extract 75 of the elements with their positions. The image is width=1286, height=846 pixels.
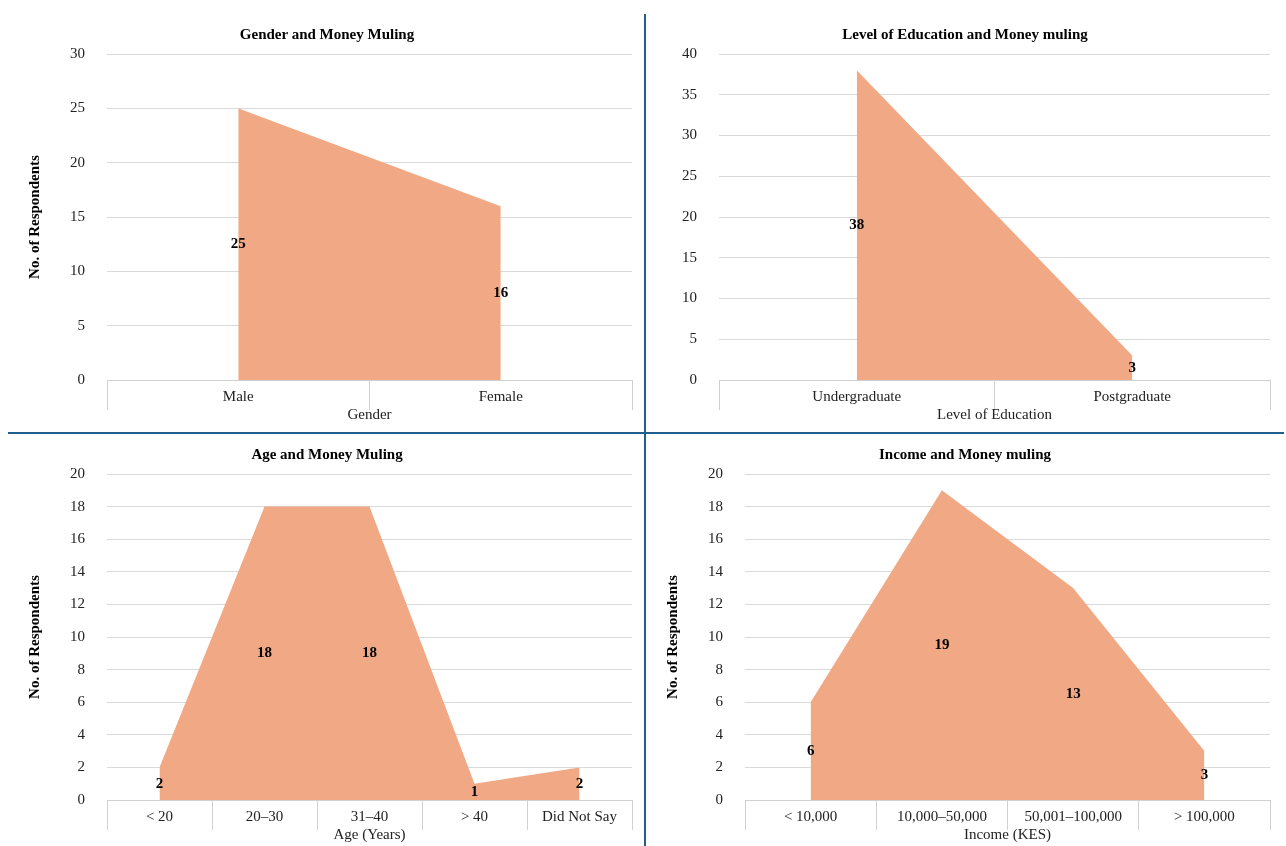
y-axis-title: No. of Respondents [25, 154, 42, 279]
y-tick-label: 4 [715, 725, 724, 742]
y-tick-label: 14 [708, 562, 724, 579]
y-tick-label: 14 [70, 562, 86, 579]
y-tick-label: 18 [708, 497, 723, 514]
y-tick-label: 12 [70, 595, 85, 612]
y-tick-label: 2 [77, 758, 85, 775]
y-tick-label: 20 [70, 464, 85, 481]
x-axis-title: Age (Years) [333, 825, 406, 843]
y-tick-label: 5 [77, 316, 85, 333]
x-tick-label: Undergraduate [812, 387, 902, 404]
text: 3 [1128, 358, 1136, 375]
x-tick-label: 50,001–100,000 [1024, 807, 1122, 824]
x-axis-title: Income (KES) [963, 825, 1052, 843]
text: 38 [849, 216, 865, 233]
chart-title: Gender and Money Muling [239, 25, 415, 42]
x-axis-title: Gender [347, 405, 392, 422]
y-tick-label: 0 [689, 370, 697, 387]
chart-title: Income and Money muling [878, 445, 1052, 462]
y-tick-label: 15 [70, 207, 85, 224]
x-tick-label: 31–40 [350, 807, 389, 824]
y-tick-label: 40 [682, 44, 697, 61]
y-tick-label: 15 [682, 248, 697, 265]
chart-title: Level of Education and Money muling [842, 25, 1089, 42]
x-axis-title: Level of Education [937, 405, 1053, 422]
x-tick-label: < 20 [145, 807, 174, 824]
x-tick-label: > 40 [460, 807, 489, 824]
y-tick-label: 10 [70, 262, 85, 279]
y-tick-label: 16 [70, 530, 86, 547]
y-tick-label: 0 [77, 790, 85, 807]
y-tick-label: 10 [682, 289, 697, 306]
text: 18 [257, 644, 272, 661]
x-tick-label: Male [222, 387, 254, 404]
text: 3 [1200, 766, 1209, 783]
y-tick-label: 20 [708, 464, 723, 481]
text: 19 [934, 636, 950, 653]
y-axis-title: No. of Respondents [25, 574, 42, 699]
text: 1 [470, 782, 479, 799]
y-tick-label: 20 [70, 153, 85, 170]
text: 18 [362, 644, 377, 661]
text: 25 [230, 235, 246, 252]
y-tick-label: 16 [708, 530, 724, 547]
y-tick-label: 2 [715, 758, 723, 775]
text: 2 [575, 774, 584, 791]
x-tick-label: > 100,000 [1173, 807, 1235, 824]
x-tick-label: Did Not Say [542, 807, 618, 824]
y-tick-label: 20 [682, 207, 697, 224]
y-tick-label: 0 [715, 790, 723, 807]
y-tick-label: 5 [689, 330, 697, 347]
text: 13 [1065, 684, 1081, 701]
y-tick-label: 10 [708, 627, 723, 644]
y-tick-label: 30 [70, 44, 85, 61]
x-tick-label: 20–30 [245, 807, 284, 824]
y-tick-label: 10 [70, 627, 85, 644]
text: 2 [155, 774, 164, 791]
y-tick-label: 30 [682, 126, 697, 143]
y-tick-label: 25 [682, 167, 697, 184]
x-tick-label: < 10,000 [783, 807, 838, 824]
y-tick-label: 12 [708, 595, 723, 612]
y-tick-label: 4 [77, 725, 86, 742]
y-tick-label: 6 [715, 693, 724, 710]
y-tick-label: 8 [77, 660, 85, 677]
chart-title: Age and Money Muling [251, 445, 404, 462]
text: 16 [493, 283, 509, 300]
y-tick-label: 6 [77, 693, 86, 710]
y-tick-label: 25 [70, 99, 85, 116]
x-tick-label: 10,000–50,000 [896, 807, 987, 824]
x-tick-label: Postgraduate [1093, 387, 1172, 404]
y-tick-label: 8 [715, 660, 723, 677]
y-tick-label: 18 [70, 497, 85, 514]
text: 6 [806, 741, 815, 758]
y-axis-title: No. of Respondents [663, 574, 680, 699]
x-tick-label: Female [478, 387, 524, 404]
y-tick-label: 0 [77, 370, 85, 387]
y-tick-label: 35 [682, 85, 697, 102]
